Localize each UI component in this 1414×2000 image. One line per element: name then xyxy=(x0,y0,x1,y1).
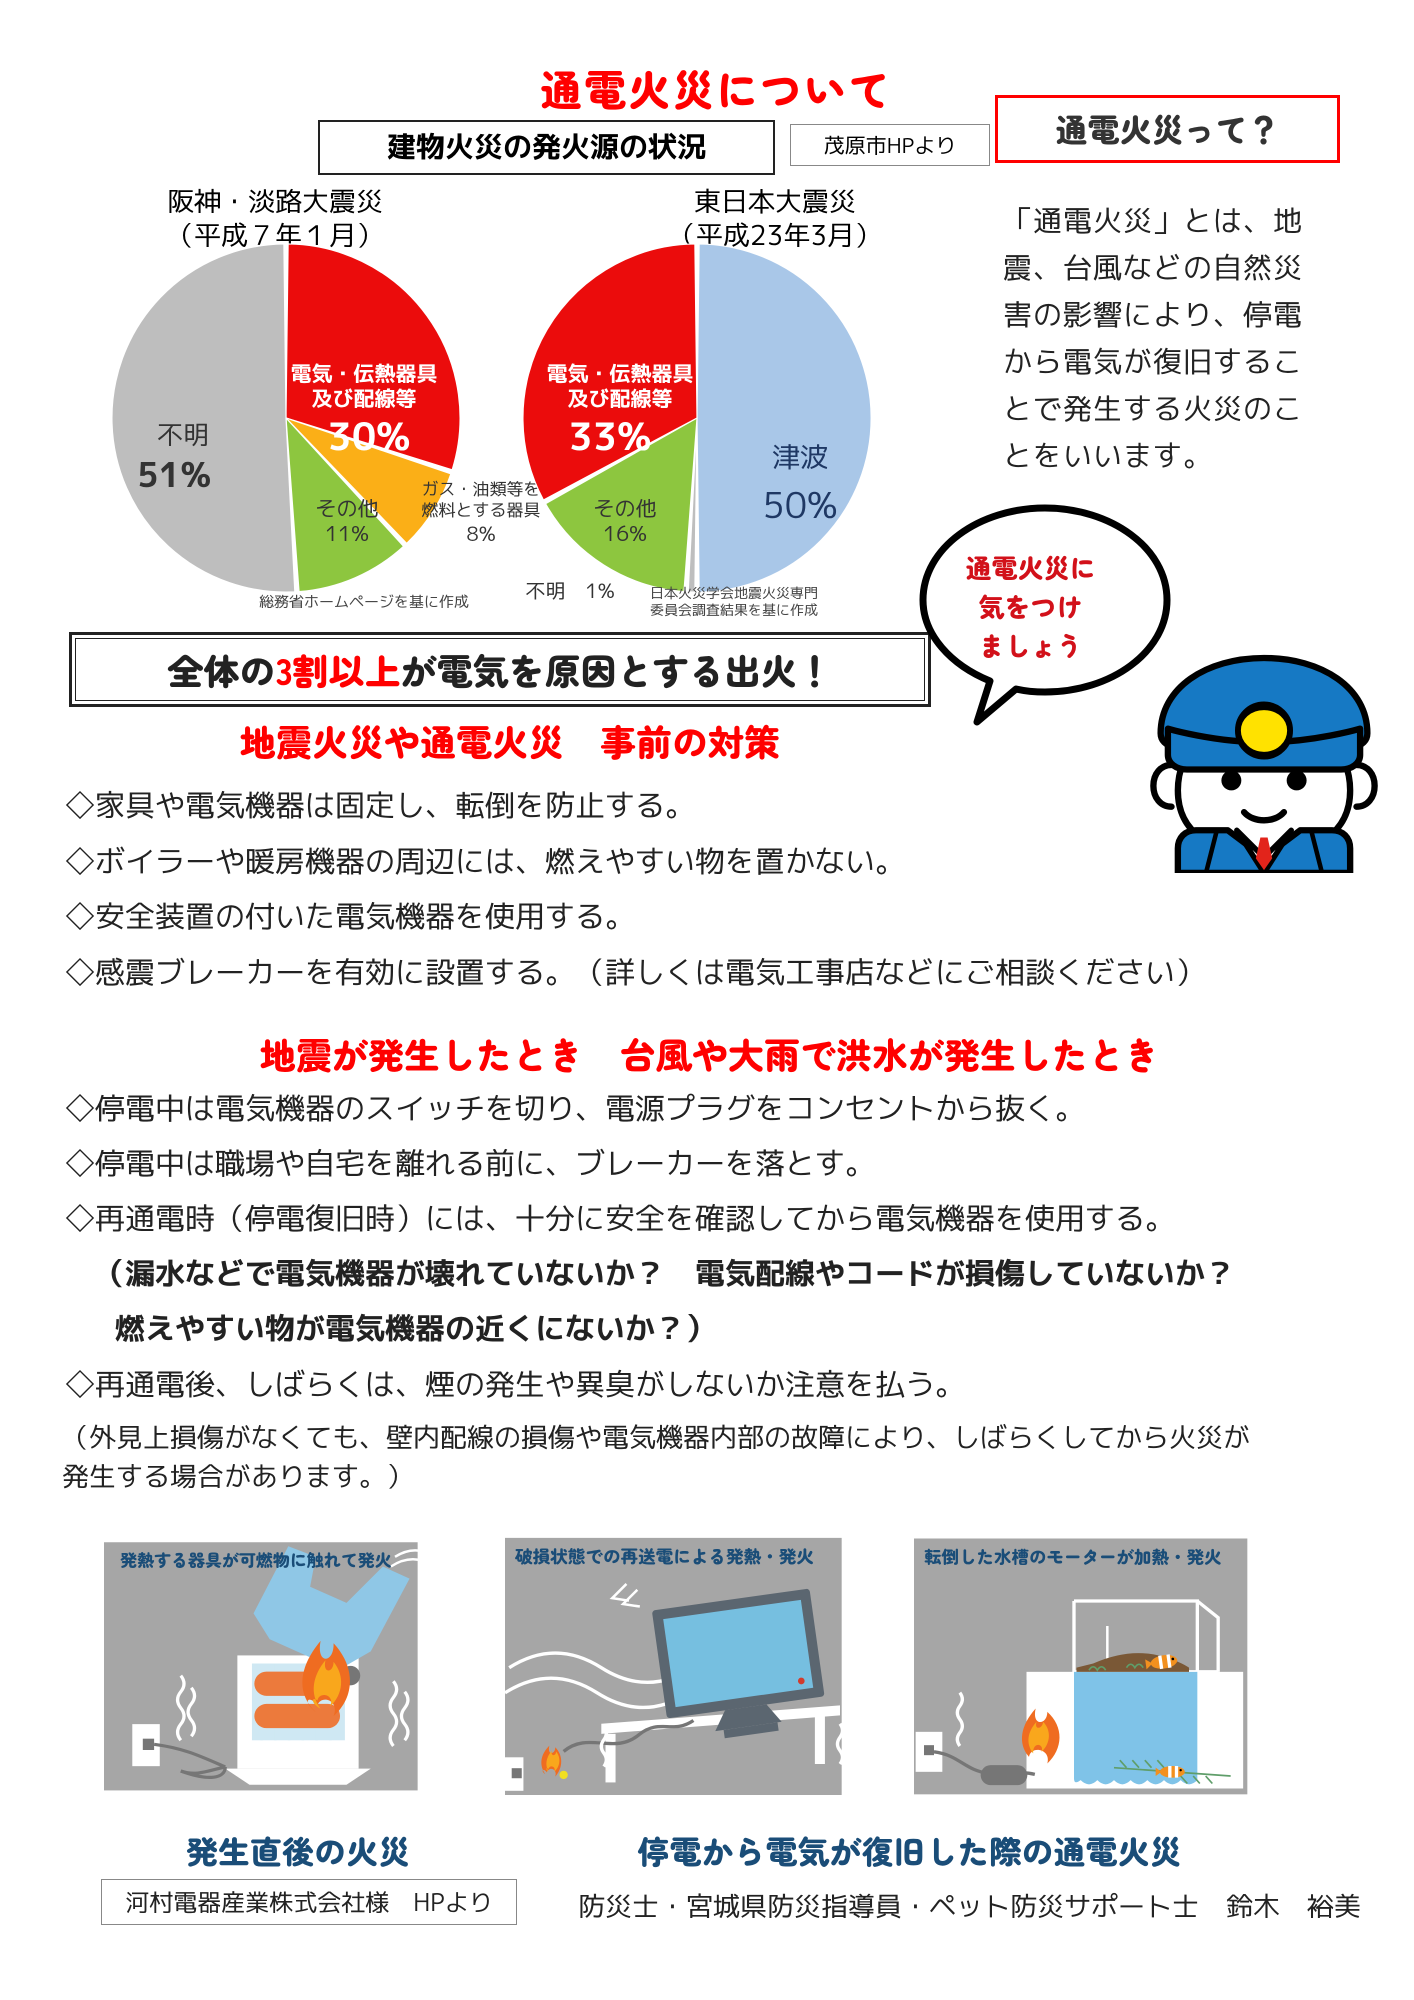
svg-text:破損状態での再送電による発熱・発火: 破損状態での再送電による発熱・発火 xyxy=(514,1544,814,1569)
svg-text:発熱する器具が可燃物に触れて発火: 発熱する器具が可燃物に触れて発火 xyxy=(120,1547,392,1572)
svg-text:転倒した水槽のモーターが加熱・発火: 転倒した水槽のモーターが加熱・発火 xyxy=(924,1545,1222,1570)
